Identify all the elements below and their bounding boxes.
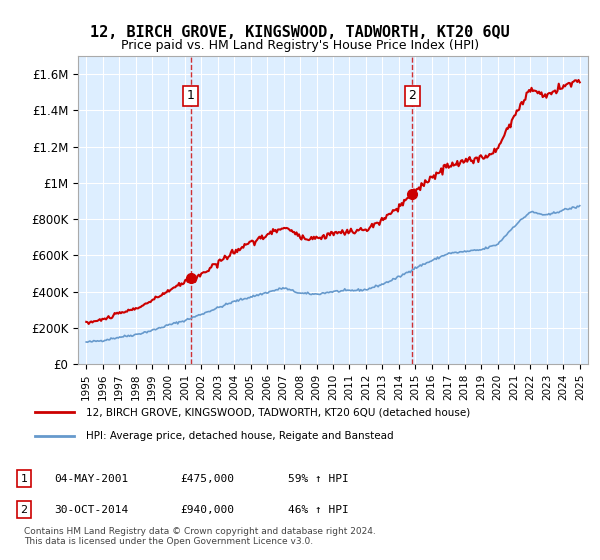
Text: 04-MAY-2001: 04-MAY-2001 [54, 474, 128, 484]
Text: 2: 2 [20, 505, 28, 515]
Text: Contains HM Land Registry data © Crown copyright and database right 2024.
This d: Contains HM Land Registry data © Crown c… [24, 526, 376, 546]
Text: HPI: Average price, detached house, Reigate and Banstead: HPI: Average price, detached house, Reig… [86, 431, 394, 441]
Text: 12, BIRCH GROVE, KINGSWOOD, TADWORTH, KT20 6QU (detached house): 12, BIRCH GROVE, KINGSWOOD, TADWORTH, KT… [86, 408, 470, 418]
Text: 2: 2 [409, 90, 416, 102]
Text: Price paid vs. HM Land Registry's House Price Index (HPI): Price paid vs. HM Land Registry's House … [121, 39, 479, 52]
Text: 1: 1 [20, 474, 28, 484]
Text: 46% ↑ HPI: 46% ↑ HPI [288, 505, 349, 515]
Text: £475,000: £475,000 [180, 474, 234, 484]
Text: 59% ↑ HPI: 59% ↑ HPI [288, 474, 349, 484]
Text: £940,000: £940,000 [180, 505, 234, 515]
Text: 12, BIRCH GROVE, KINGSWOOD, TADWORTH, KT20 6QU: 12, BIRCH GROVE, KINGSWOOD, TADWORTH, KT… [90, 25, 510, 40]
Text: 30-OCT-2014: 30-OCT-2014 [54, 505, 128, 515]
Text: 1: 1 [187, 90, 194, 102]
